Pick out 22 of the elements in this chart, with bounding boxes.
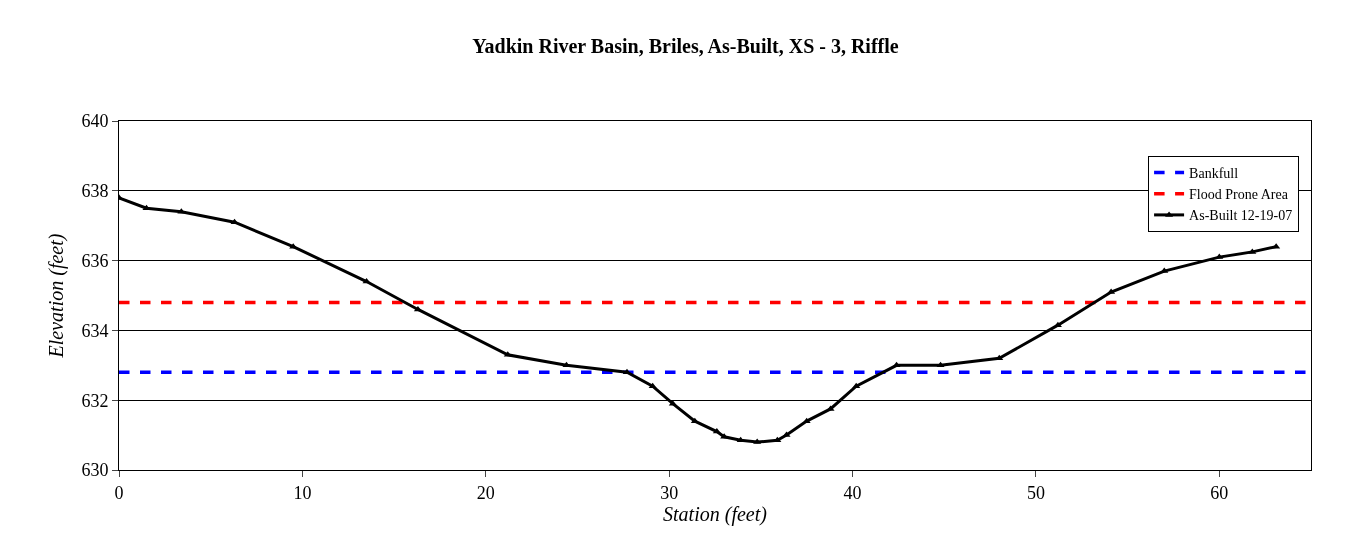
y-tick-label: 638 bbox=[81, 181, 109, 202]
x-tick-label: 60 bbox=[1210, 482, 1229, 503]
point bbox=[413, 305, 422, 312]
x-tick-label: 10 bbox=[293, 482, 312, 503]
x-tick-label: 0 bbox=[114, 482, 124, 503]
point bbox=[936, 361, 945, 368]
legend-label: As-Built 12-19-07 bbox=[1189, 208, 1293, 224]
y-tick-label: 632 bbox=[81, 390, 109, 411]
x-tick-label: 30 bbox=[660, 482, 679, 503]
y-axis-title: Elevation (feet) bbox=[44, 233, 68, 359]
legend-label: Flood Prone Area bbox=[1189, 187, 1289, 203]
chart-title: Yadkin River Basin, Briles, As-Built, XS - 3, Riffle bbox=[472, 35, 899, 58]
y-tick-label: 636 bbox=[81, 250, 109, 271]
x-tick-label: 40 bbox=[843, 482, 862, 503]
point bbox=[892, 361, 901, 368]
y-tick-label: 630 bbox=[81, 460, 109, 481]
x-tick-label: 20 bbox=[476, 482, 495, 503]
y-tick-label: 640 bbox=[81, 111, 109, 132]
legend-label: Bankfull bbox=[1189, 165, 1239, 181]
x-tick-label: 50 bbox=[1026, 482, 1045, 503]
x-axis-title: Station (feet) bbox=[663, 502, 768, 526]
y-tick-label: 634 bbox=[81, 320, 109, 341]
